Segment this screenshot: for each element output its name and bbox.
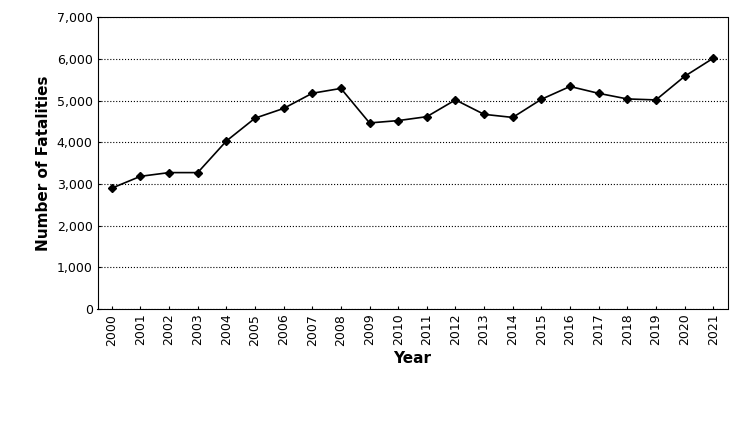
Y-axis label: Number of Fatalities: Number of Fatalities [36,75,51,251]
X-axis label: Year: Year [394,351,431,366]
